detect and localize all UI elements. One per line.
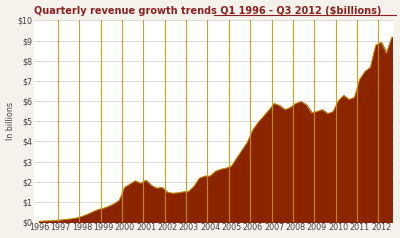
Text: Quarterly revenue growth trends Q1 1996 - Q3 2012 ($billions): Quarterly revenue growth trends Q1 1996 …	[34, 5, 381, 15]
Y-axis label: In billions: In billions	[6, 102, 14, 140]
